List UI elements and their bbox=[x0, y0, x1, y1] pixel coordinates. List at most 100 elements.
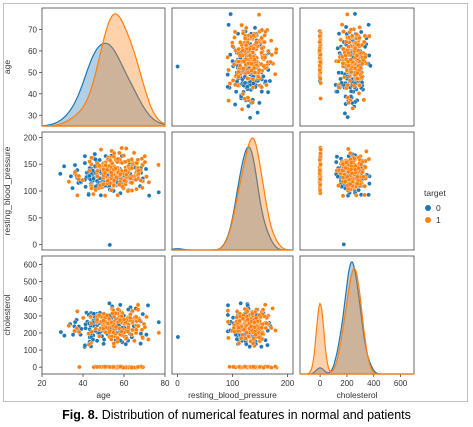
scatter-point-target-1 bbox=[259, 46, 265, 51]
scatter-point-target-1 bbox=[357, 25, 362, 30]
legend-label-0: 0 bbox=[436, 203, 441, 213]
scatter-point-target-1 bbox=[318, 76, 323, 81]
scatter-point-target-0 bbox=[338, 76, 343, 82]
scatter-point-target-1 bbox=[264, 320, 269, 326]
scatter-point-target-1 bbox=[260, 307, 266, 312]
scatter-point-target-1 bbox=[93, 187, 98, 193]
scatter-point-target-0 bbox=[352, 11, 358, 17]
scatter-point-target-1 bbox=[236, 325, 241, 331]
scatter-point-target-1 bbox=[256, 335, 262, 340]
scatter-point-target-1 bbox=[104, 313, 110, 318]
scatter-point-target-1 bbox=[101, 181, 106, 187]
scatter-point-target-1 bbox=[348, 166, 354, 172]
scatter-point-target-1 bbox=[340, 46, 346, 52]
scatter-point-target-1 bbox=[355, 70, 360, 76]
scatter-point-target-1 bbox=[318, 59, 323, 65]
scatter-point-target-1 bbox=[135, 323, 141, 329]
scatter-point-target-1 bbox=[360, 169, 365, 175]
scatter-point-target-1 bbox=[240, 332, 245, 338]
scatter-point-target-1 bbox=[252, 320, 257, 325]
scatter-point-target-1 bbox=[129, 180, 135, 186]
scatter-point-target-1 bbox=[126, 325, 131, 330]
scatter-point-target-1 bbox=[142, 153, 148, 159]
scatter-point-target-0 bbox=[58, 329, 64, 335]
kde-age-target-0 bbox=[41, 42, 166, 127]
scatter-point-target-1 bbox=[109, 337, 114, 342]
scatter-point-target-0 bbox=[356, 187, 361, 193]
scatter-point-target-1 bbox=[259, 35, 264, 41]
scatter-point-target-0 bbox=[58, 171, 63, 177]
scatter-point-target-1 bbox=[355, 76, 360, 81]
scatter-point-target-1 bbox=[243, 42, 249, 48]
legend-title: target bbox=[424, 188, 446, 198]
scatter-point-target-1 bbox=[259, 27, 265, 33]
y-tick-label: 400 bbox=[24, 295, 38, 304]
scatter-point-target-1 bbox=[94, 364, 100, 370]
scatter-point-target-1 bbox=[252, 57, 257, 62]
scatter-point-target-1 bbox=[244, 25, 249, 31]
scatter-point-target-0 bbox=[335, 46, 340, 51]
scatter-point-target-1 bbox=[347, 78, 353, 83]
scatter-point-target-0 bbox=[146, 193, 152, 198]
scatter-point-target-0 bbox=[341, 242, 347, 247]
scatter-point-target-1 bbox=[119, 145, 124, 151]
scatter-point-target-1 bbox=[250, 341, 256, 346]
scatter-point-target-1 bbox=[95, 174, 100, 179]
scatter-point-target-0 bbox=[143, 166, 149, 172]
scatter-point-target-0 bbox=[101, 341, 106, 347]
scatter-point-target-0 bbox=[226, 22, 231, 28]
scatter-point-target-1 bbox=[129, 188, 135, 193]
scatter-point-target-1 bbox=[343, 39, 349, 45]
scatter-point-target-1 bbox=[225, 319, 231, 325]
scatter-point-target-1 bbox=[343, 165, 348, 171]
scatter-point-target-1 bbox=[360, 57, 366, 63]
scatter-point-target-0 bbox=[79, 326, 84, 332]
scatter-point-target-1 bbox=[236, 74, 241, 79]
x-tick-label: 20 bbox=[38, 379, 47, 388]
scatter-point-target-1 bbox=[88, 314, 93, 319]
y-tick-label: 200 bbox=[24, 133, 38, 142]
scatter-point-target-1 bbox=[362, 33, 368, 39]
scatter-point-target-1 bbox=[237, 53, 243, 58]
scatter-point-target-0 bbox=[225, 303, 231, 308]
scatter-point-target-1 bbox=[250, 311, 255, 316]
scatter-point-target-1 bbox=[108, 170, 114, 175]
scatter-point-target-0 bbox=[265, 342, 270, 348]
scatter-point-target-1 bbox=[253, 332, 258, 337]
scatter-point-target-1 bbox=[268, 38, 274, 43]
scatter-point-target-0 bbox=[101, 337, 107, 342]
scatter-point-target-1 bbox=[142, 159, 148, 165]
scatter-point-target-1 bbox=[366, 156, 372, 162]
scatter-point-target-1 bbox=[318, 96, 323, 101]
scatter-point-target-1 bbox=[130, 308, 135, 314]
scatter-point-target-1 bbox=[76, 329, 82, 335]
scatter-point-target-1 bbox=[232, 35, 237, 40]
scatter-point-target-1 bbox=[87, 168, 92, 173]
scatter-point-target-1 bbox=[362, 183, 368, 189]
y-tick-label: 600 bbox=[24, 261, 38, 270]
scatter-point-target-1 bbox=[93, 326, 98, 332]
scatter-point-target-0 bbox=[61, 164, 67, 169]
scatter-point-target-1 bbox=[111, 150, 117, 156]
scatter-point-target-1 bbox=[111, 341, 117, 346]
scatter-point-target-1 bbox=[318, 151, 323, 156]
scatter-point-target-1 bbox=[352, 46, 358, 51]
scatter-point-target-0 bbox=[83, 322, 88, 327]
scatter-point-target-1 bbox=[113, 166, 118, 171]
scatter-point-target-1 bbox=[345, 95, 351, 100]
y-tick-label: 0 bbox=[33, 363, 38, 372]
scatter-point-target-0 bbox=[83, 184, 88, 190]
scatter-point-target-1 bbox=[77, 364, 82, 370]
scatter-point-target-0 bbox=[259, 89, 265, 94]
scatter-point-target-1 bbox=[317, 33, 323, 39]
scatter-point-target-1 bbox=[346, 100, 351, 105]
y-tick-label: 50 bbox=[28, 68, 37, 77]
scatter-point-target-1 bbox=[76, 176, 81, 182]
scatter-point-target-1 bbox=[343, 53, 348, 58]
scatter-point-target-0 bbox=[335, 89, 340, 94]
scatter-point-target-1 bbox=[125, 188, 131, 194]
scatter-point-target-1 bbox=[226, 335, 231, 341]
scatter-point-target-1 bbox=[144, 174, 149, 179]
scatter-point-target-1 bbox=[94, 317, 100, 323]
scatter-point-target-0 bbox=[72, 319, 78, 325]
